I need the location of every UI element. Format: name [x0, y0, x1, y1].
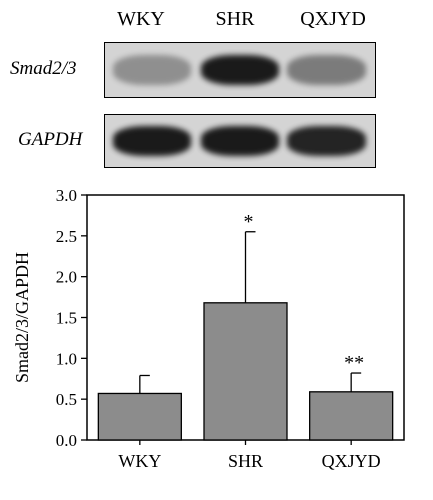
y-axis-label: Smad2/3/GAPDH — [12, 252, 32, 383]
blot-row-label-smad: Smad2/3 — [10, 58, 77, 79]
lane-label-wky: WKY — [117, 8, 165, 30]
blot-band-shr — [200, 126, 280, 156]
lane-label-shr: SHR — [215, 8, 255, 30]
x-tick-label: WKY — [118, 451, 161, 471]
blot-band-qxjyd — [287, 126, 366, 156]
bar-shr — [203, 302, 288, 441]
bar-chart: 0.0 0.5 1.0 1.5 2.0 2.5 3.0 Smad2/3/GAPDH WKY * SH… — [12, 186, 405, 471]
bar-qxjyd — [309, 391, 394, 441]
y-tick-label: 1.0 — [56, 349, 77, 368]
x-tick-label: SHR — [228, 451, 263, 471]
y-tick-label: 3.0 — [56, 186, 77, 205]
y-tick-label: 1.5 — [56, 309, 77, 328]
bar-wky — [97, 392, 182, 441]
y-tick-label: 2.0 — [56, 268, 77, 287]
blot-row-label-gapdh: GAPDH — [18, 129, 83, 150]
y-tick-label: 2.5 — [56, 227, 77, 246]
blot-band-wky — [113, 126, 192, 156]
blot-band-wky — [113, 54, 192, 86]
y-tick-label: 0.0 — [56, 431, 77, 450]
x-tick-label: QXJYD — [322, 451, 381, 471]
blot-band-shr — [200, 54, 280, 86]
blot-band-qxjyd — [287, 54, 366, 86]
blot-smad-image — [104, 42, 376, 98]
significance-marker: ** — [344, 352, 364, 374]
y-tick-label: 0.5 — [56, 390, 77, 409]
significance-marker: * — [244, 211, 254, 233]
blot-gapdh-image — [104, 114, 376, 168]
lane-label-qxjyd: QXJYD — [300, 8, 366, 30]
